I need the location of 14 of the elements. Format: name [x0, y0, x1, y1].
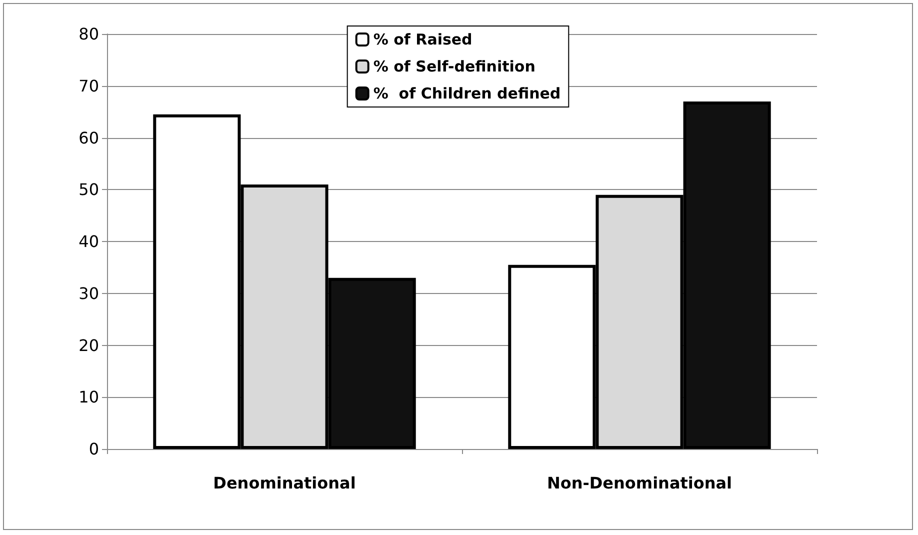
- x-tick-label: Non-Denominational: [546, 474, 732, 492]
- y-tick-label: 70: [78, 76, 99, 96]
- x-tick-label: Denominational: [213, 474, 356, 492]
- legend-label: % of Children defined: [373, 84, 561, 102]
- legend-label: % of Raised: [373, 30, 472, 48]
- y-tick-label: 10: [78, 388, 99, 407]
- y-tick-label: 60: [78, 128, 99, 148]
- y-tick-label: 50: [78, 180, 99, 200]
- y-tick-label: 80: [78, 24, 99, 44]
- y-tick-label: 20: [78, 336, 99, 355]
- legend-label: % of Self-definition: [373, 58, 536, 76]
- y-tick-label: 40: [78, 232, 99, 251]
- y-tick-label: 0: [88, 440, 99, 458]
- y-tick-label: 30: [78, 284, 99, 303]
